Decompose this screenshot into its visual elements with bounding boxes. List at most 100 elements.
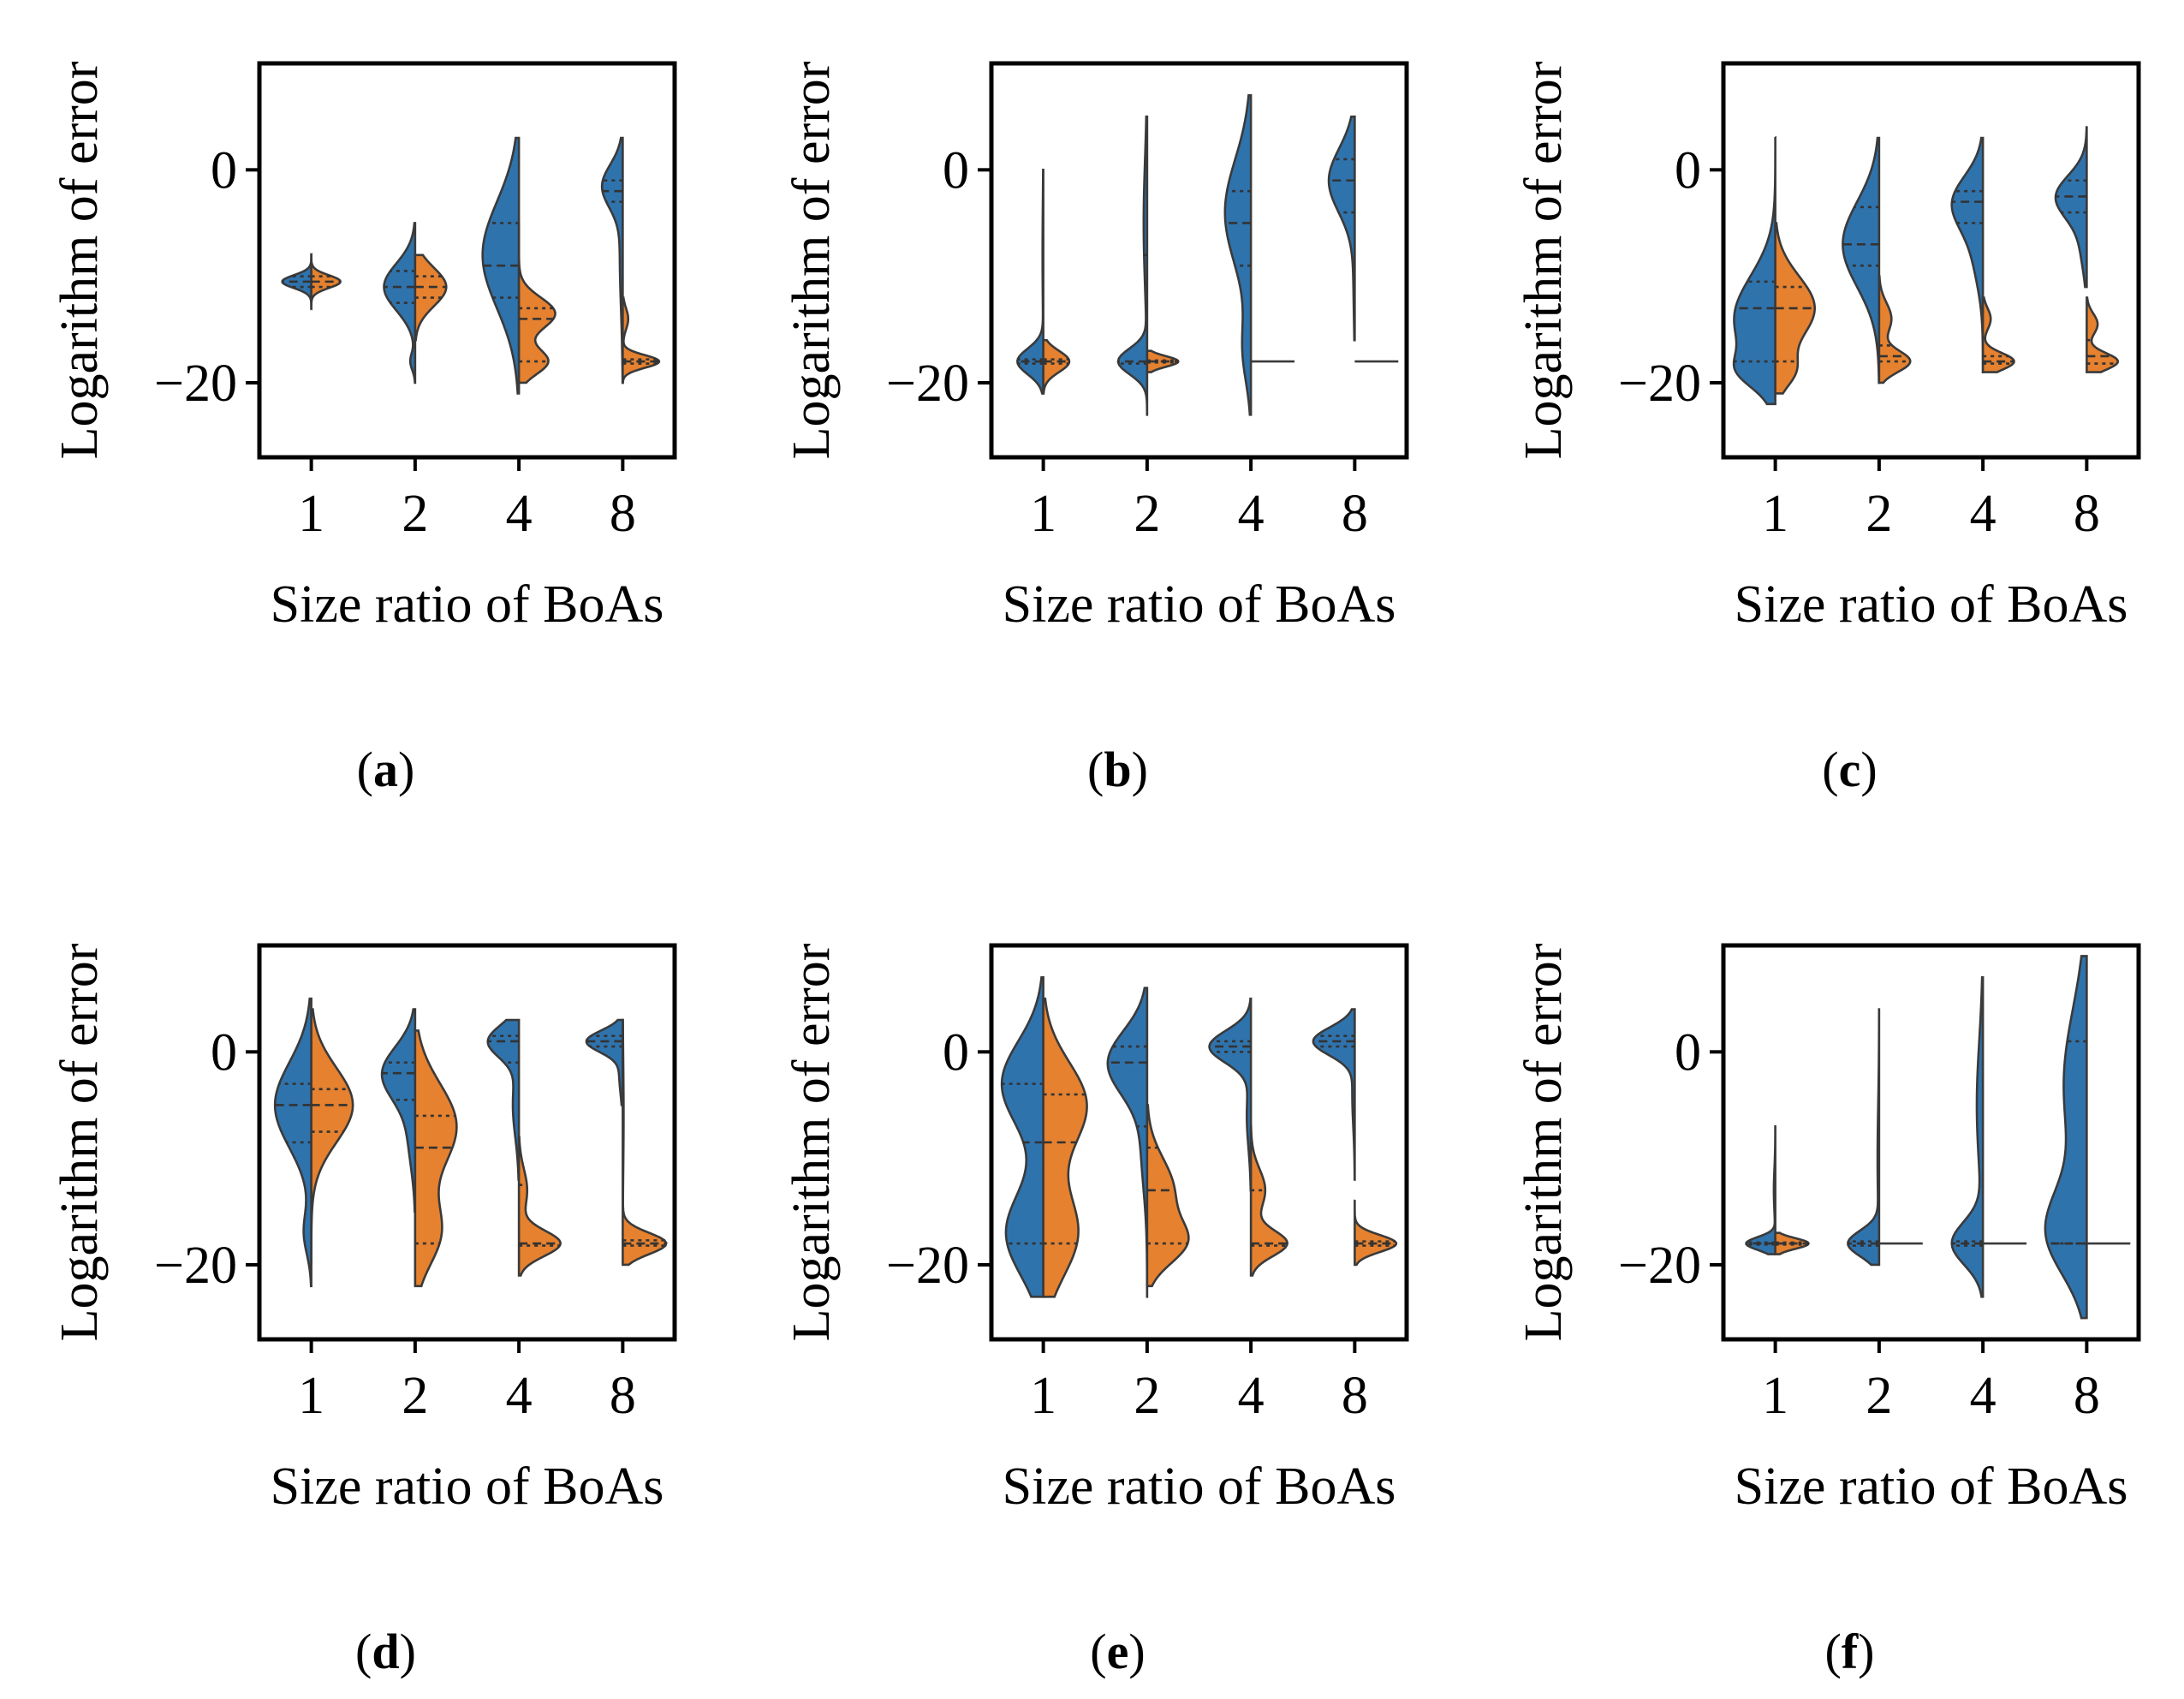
violin-8 <box>2054 126 2120 373</box>
violin-1 <box>273 997 354 1288</box>
x-tick-label: 4 <box>1970 485 1997 543</box>
violin-8 <box>1312 1008 1398 1267</box>
violin-right-half <box>1878 275 1912 385</box>
violin-right-half <box>622 1018 668 1267</box>
x-tick-label: 1 <box>1762 1367 1788 1425</box>
violin-right-half <box>1042 338 1071 395</box>
violin-right-half <box>414 1029 458 1288</box>
violin-left-half <box>2054 126 2088 289</box>
violin-8 <box>585 1018 668 1267</box>
violin-1 <box>281 253 342 311</box>
violin-right-half <box>310 1008 354 1267</box>
violin-1 <box>1732 136 1817 406</box>
y-tick-label: −20 <box>154 1237 237 1295</box>
violin-2 <box>1106 987 1190 1298</box>
x-tick-label: 1 <box>1030 1367 1056 1425</box>
violin-4 <box>1208 997 1288 1277</box>
y-axis-label: Logarithm of error <box>783 61 841 459</box>
x-axis-label: Size ratio of BoAs <box>1735 575 2128 634</box>
violin-right-half <box>1042 997 1088 1298</box>
violin-left-half <box>1842 136 1881 385</box>
x-tick-label: 8 <box>610 1367 636 1425</box>
violin-8 <box>600 136 661 385</box>
violin-left-half <box>1106 987 1149 1298</box>
violin-right-half <box>1146 1104 1190 1288</box>
violin-1 <box>1015 168 1071 395</box>
panel-label: (b) <box>1087 742 1148 797</box>
axes-frame <box>1721 943 2141 1342</box>
y-tick-label: 0 <box>211 1023 237 1082</box>
axes-frame <box>989 943 1409 1342</box>
violin-right-half <box>1249 1125 1288 1277</box>
violin-2 <box>1116 115 1180 416</box>
y-tick-label: −20 <box>1618 1237 1701 1295</box>
x-tick-label: 1 <box>298 1367 324 1425</box>
x-tick-label: 8 <box>610 485 636 543</box>
y-tick-label: 0 <box>943 1023 969 1082</box>
x-tick-label: 8 <box>1342 485 1368 543</box>
x-tick-label: 8 <box>2074 485 2100 543</box>
violin-left-half <box>1732 136 1776 406</box>
violin-left-half <box>1950 976 1985 1298</box>
x-tick-label: 8 <box>2074 1367 2100 1425</box>
x-tick-label: 2 <box>1866 485 1892 543</box>
y-tick-label: 0 <box>211 141 237 200</box>
x-tick-label: 2 <box>1134 485 1160 543</box>
panel-label: (c) <box>1822 742 1877 797</box>
y-axis-label: Logarithm of error <box>51 943 109 1341</box>
violin-1 <box>1000 976 1088 1298</box>
x-axis-label: Size ratio of BoAs <box>1735 1458 2128 1516</box>
subplot-f: 0 −20 1 2 4 8 Size ratio of BoAs Logarithm of e… <box>1515 943 2141 1679</box>
violin-2 <box>1847 1008 1923 1267</box>
violin-4 <box>1950 976 2027 1298</box>
x-tick-label: 2 <box>402 1367 428 1425</box>
violin-left-half <box>1223 93 1253 416</box>
x-tick-label: 8 <box>1342 1367 1368 1425</box>
violin-left-half <box>380 1008 417 1213</box>
violin-4 <box>486 1018 562 1277</box>
y-tick-label: 0 <box>1675 141 1701 200</box>
axes-frame <box>257 61 677 460</box>
x-tick-label: 4 <box>1238 485 1265 543</box>
violin-right-half <box>1354 1201 1398 1267</box>
violin-left-half <box>1847 1008 1881 1267</box>
x-axis-label: Size ratio of BoAs <box>271 1458 664 1516</box>
violin-right-half <box>517 220 556 385</box>
subplot-c: 0 −20 1 2 4 8 Size ratio of BoAs Logarithm of e… <box>1515 61 2141 797</box>
subplot-b: 0 −20 1 2 4 8 Size ratio of BoAs Logarithm of e… <box>783 61 1409 797</box>
violin-right-half <box>2086 296 2120 373</box>
violin-4 <box>481 136 556 395</box>
panel-label: (f) <box>1825 1624 1875 1679</box>
x-tick-label: 1 <box>298 485 324 543</box>
x-tick-label: 4 <box>506 1367 533 1425</box>
panel-label: (a) <box>357 742 415 797</box>
panel-label: (e) <box>1090 1624 1145 1679</box>
violin-2 <box>383 222 448 385</box>
x-tick-label: 1 <box>1762 485 1788 543</box>
x-tick-label: 4 <box>1970 1367 1997 1425</box>
y-tick-label: 0 <box>943 141 969 200</box>
violin-8 <box>1327 115 1399 363</box>
violin-left-half <box>1116 115 1149 416</box>
y-tick-label: −20 <box>1618 355 1701 413</box>
y-axis-label: Logarithm of error <box>1515 61 1573 459</box>
y-tick-label: −20 <box>886 1237 969 1295</box>
violin-left-half <box>600 136 624 385</box>
y-axis-label: Logarithm of error <box>783 943 841 1341</box>
x-axis-label: Size ratio of BoAs <box>1003 575 1396 634</box>
violin-left-half <box>486 1018 521 1181</box>
violin-right-half <box>1981 296 2015 373</box>
violin-8 <box>2044 955 2131 1320</box>
violin-left-half <box>1015 168 1044 395</box>
violin-4 <box>1950 136 2015 373</box>
violin-2 <box>380 1008 458 1288</box>
violin-left-half <box>1208 997 1253 1192</box>
y-axis-label: Logarithm of error <box>51 61 109 459</box>
x-tick-label: 2 <box>402 485 428 543</box>
y-axis-label: Logarithm of error <box>1515 943 1573 1341</box>
axes-frame <box>1721 61 2141 460</box>
subplot-e: 0 −20 1 2 4 8 Size ratio of BoAs Logarithm of e… <box>783 943 1409 1679</box>
violin-left-half <box>2044 955 2088 1320</box>
violin-right-half <box>517 1136 562 1277</box>
